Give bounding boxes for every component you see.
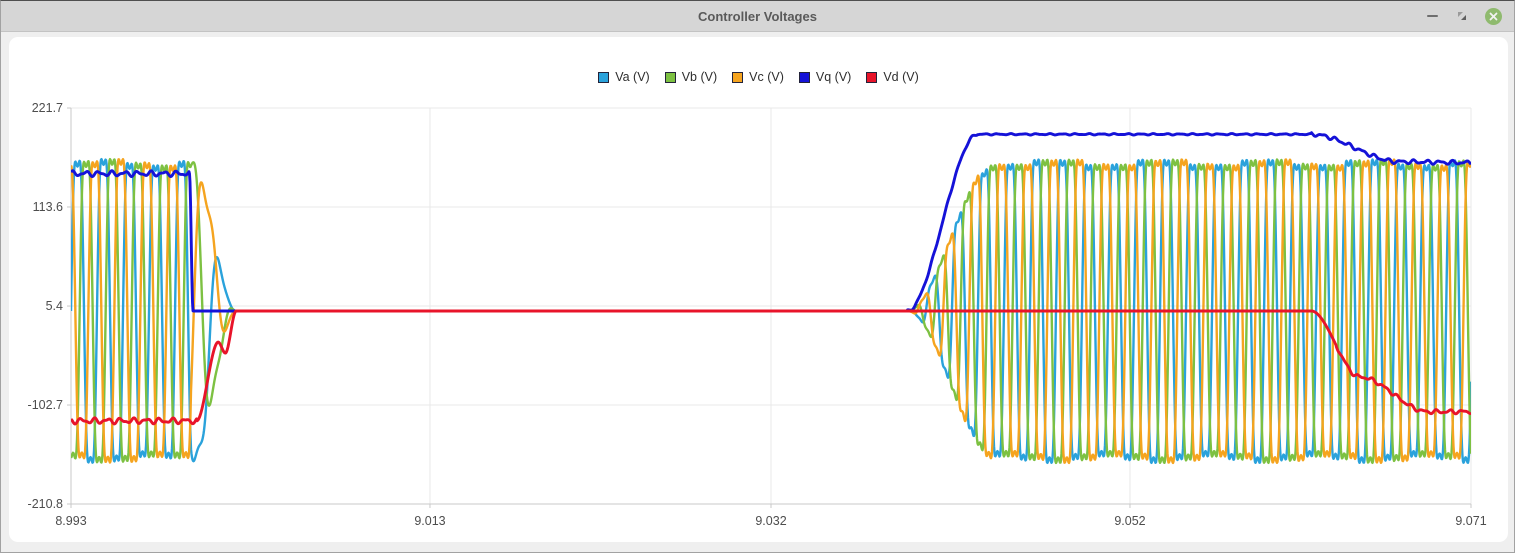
legend-item-vq[interactable]: Vq (V) xyxy=(798,70,852,84)
y-tick-label: -102.7 xyxy=(28,398,63,412)
legend-swatch xyxy=(598,71,610,83)
minimize-button[interactable] xyxy=(1425,6,1439,26)
legend-item-va[interactable]: Va (V) xyxy=(598,70,650,84)
legend-swatch xyxy=(798,71,810,83)
chart-canvas: 8.993 9.013 9.032 9.052 9.071 221.7 113.6 5.4 -1… xyxy=(28,101,1487,528)
legend-label: Vb (V) xyxy=(681,70,718,84)
legend-item-vc[interactable]: Vc (V) xyxy=(732,70,784,84)
legend-label: Va (V) xyxy=(615,70,650,84)
x-tick-label: 9.052 xyxy=(1114,514,1145,528)
legend-label: Vd (V) xyxy=(883,70,919,84)
close-button[interactable] xyxy=(1485,7,1502,25)
x-tick-label: 8.993 xyxy=(55,514,86,528)
y-tick-label: -210.8 xyxy=(28,497,63,511)
legend-swatch xyxy=(732,71,744,83)
chart-legend: Va (V) Vb (V) Vc (V) Vq (V) Vd (V) xyxy=(9,70,1508,84)
y-tick-label: 221.7 xyxy=(32,101,63,115)
legend-item-vb[interactable]: Vb (V) xyxy=(664,70,718,84)
y-tick-label: 5.4 xyxy=(46,299,63,313)
restore-icon xyxy=(1458,12,1466,20)
legend-label: Vq (V) xyxy=(815,70,852,84)
legend-label: Vc (V) xyxy=(749,70,784,84)
x-tick-label: 9.013 xyxy=(414,514,445,528)
window-buttons xyxy=(1425,1,1502,31)
y-tick-label: 113.6 xyxy=(33,200,63,214)
chart-card: 8.993 9.013 9.032 9.052 9.071 221.7 113.6 5.4 -1… xyxy=(9,37,1508,542)
x-tick-label: 9.032 xyxy=(755,514,786,528)
legend-swatch xyxy=(664,71,676,83)
restore-button[interactable] xyxy=(1455,9,1469,23)
minimize-icon xyxy=(1426,15,1438,17)
titlebar[interactable]: Controller Voltages xyxy=(1,1,1514,32)
close-icon xyxy=(1489,12,1498,20)
window-title: Controller Voltages xyxy=(698,8,817,24)
legend-item-vd[interactable]: Vd (V) xyxy=(866,70,919,84)
x-tick-label: 9.071 xyxy=(1455,514,1486,528)
legend-swatch xyxy=(866,71,878,83)
series-line-vd xyxy=(71,309,1471,426)
